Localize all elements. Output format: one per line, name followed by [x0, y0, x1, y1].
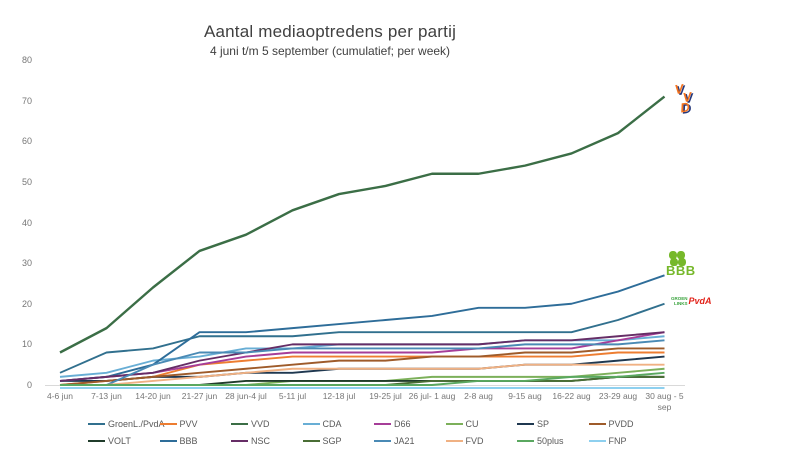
legend-swatch-icon: [88, 439, 105, 443]
legend-item-fvd: FVD: [445, 436, 518, 446]
groenlinks-logo-line: GROEN: [671, 296, 688, 301]
series-line-groenl-pvda: [59, 302, 665, 374]
bbb-logo: BBB: [666, 251, 724, 278]
y-tick-label: 20: [21, 298, 32, 309]
legend-swatch-icon: [517, 422, 534, 426]
y-tick-label: 0: [26, 380, 32, 390]
groenlinks-logo-line: LINKS: [674, 300, 688, 306]
legend-row: VOLT BBB NSC SGP JA21 FVD 50plus FNP: [88, 436, 660, 446]
legend-label: CU: [465, 419, 479, 429]
legend-label: GroenL./PvdA: [108, 419, 165, 429]
x-tick-label: 26 jul- 1 aug: [408, 391, 456, 401]
x-tick-label: 23-29 aug: [598, 391, 638, 401]
legend-label: VVD: [251, 419, 270, 429]
legend-item-vvd: VVD: [231, 419, 303, 429]
legend-item-d66: D66: [374, 419, 446, 429]
series-line-fvd: [60, 363, 665, 386]
legend-label: 50plus: [537, 436, 564, 446]
bbb-logo-text: BBB: [666, 263, 696, 278]
x-tick-label: 21-27 jun: [181, 391, 218, 401]
pvda-logo-text: PvdA: [688, 296, 712, 307]
legend-swatch-icon: [445, 439, 463, 443]
legend-item-ja21: JA21: [374, 436, 446, 446]
x-tick-label: 30 aug - 5 sep: [645, 391, 684, 413]
legend-label: NSC: [251, 436, 271, 446]
legend-item-fnp: FNP: [588, 436, 661, 446]
legend-item-bbb: BBB: [159, 436, 232, 446]
series-line-pvdd: [59, 347, 665, 386]
legend-swatch-icon: [231, 422, 248, 426]
bbb-clover-icon: [669, 251, 686, 266]
x-tick-label: 16-22 aug: [552, 391, 591, 401]
legend-label: JA21: [394, 436, 415, 446]
legend-item-sp: SP: [517, 419, 589, 429]
legend-swatch-icon: [159, 422, 177, 426]
x-tick-label: 2-8 aug: [464, 391, 493, 401]
legend-label: PVDD: [608, 419, 634, 429]
legend-label: BBB: [179, 436, 198, 446]
series-line-50plus: [60, 371, 665, 386]
series-line-pvv: [59, 351, 665, 386]
x-tick-label: 9-15 aug: [508, 391, 542, 401]
x-tick-label: 12-18 jul: [322, 391, 356, 401]
legend-swatch-icon: [302, 439, 320, 443]
x-tick-label: 19-25 jul: [369, 391, 402, 401]
plot-area: [45, 95, 685, 389]
chart-title: Aantal mediaoptredens per partij: [203, 22, 457, 41]
y-tick-label: 80: [21, 55, 32, 65]
x-tick-label: 7-13 jun: [91, 391, 122, 401]
x-tick-label: 14-20 jun: [135, 391, 171, 401]
legend-row: GroenL./PvdA PVV VVD CDA D66 CU SP PVDD: [88, 419, 660, 429]
legend-swatch-icon: [517, 439, 534, 443]
legend-label: D66: [394, 419, 411, 429]
legend-swatch-icon: [159, 439, 177, 443]
y-tick-label: 70: [21, 95, 32, 106]
legend-swatch-icon: [231, 439, 248, 443]
legend-label: VOLT: [108, 436, 131, 446]
legend-label: CDA: [322, 419, 342, 429]
chart-subtitle: 4 juni t/m 5 september (cumulatief; per …: [209, 44, 451, 58]
legend-item-sgp: SGP: [302, 436, 375, 446]
legend-label: SP: [537, 419, 550, 429]
y-tick-label: 30: [21, 258, 32, 269]
y-tick-label: 10: [21, 339, 32, 350]
groenlinks-logo-text: GROEN LINKS: [671, 296, 688, 307]
legend-swatch-icon: [588, 439, 606, 443]
series-line-bbb: [59, 274, 665, 382]
series-line-nsc: [59, 331, 665, 382]
legend-label: SGP: [322, 436, 342, 446]
legend-swatch-icon: [374, 422, 391, 426]
y-tick-label: 60: [21, 136, 32, 147]
y-tick-label: 50: [21, 176, 32, 187]
legend-swatch-icon: [374, 439, 391, 443]
groenlinks-pvda-logo: GROEN LINKS PvdA: [671, 296, 712, 307]
legend-swatch-icon: [588, 422, 606, 426]
series-line-ja21: [60, 339, 665, 386]
legend-swatch-icon: [302, 422, 320, 426]
legend-label: FVD: [465, 436, 484, 446]
legend-label: FNP: [608, 436, 627, 446]
legend-label: PVV: [179, 419, 198, 429]
legend-item-cu: CU: [445, 419, 518, 429]
vvd-logo: V V D: [674, 81, 693, 115]
legend-item-nsc: NSC: [231, 436, 303, 446]
legend-item-groenl-pvda: GroenL./PvdA: [88, 419, 165, 429]
legend-item-pvv: PVV: [159, 419, 232, 429]
legend-item-cda: CDA: [302, 419, 375, 429]
legend-item-pvdd: PVDD: [588, 419, 661, 429]
legend-item-50plus: 50plus: [517, 436, 589, 446]
legend-swatch-icon: [445, 422, 463, 426]
y-tick-label: 40: [21, 217, 32, 228]
x-tick-label: 28 jun-4 jul: [225, 391, 267, 401]
legend-item-volt: VOLT: [88, 436, 160, 446]
x-tick-label: 5-11 jul: [278, 391, 307, 401]
legend-swatch-icon: [88, 422, 105, 426]
series-line-vvd: [59, 95, 666, 354]
x-tick-label: 4-6 jun: [47, 391, 73, 401]
